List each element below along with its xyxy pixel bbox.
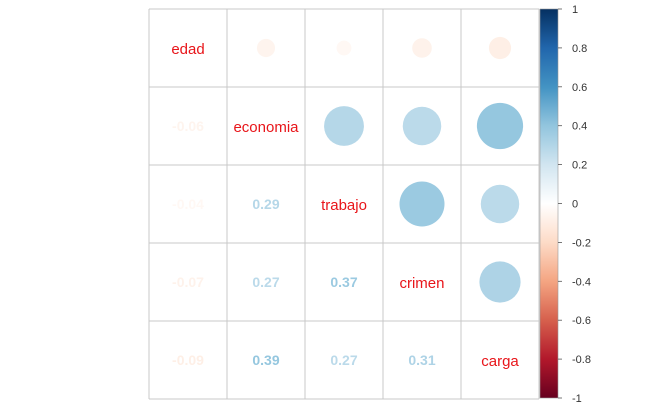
colorbar-tick-label: -0.8 — [572, 354, 591, 366]
correlation-value: 0.31 — [408, 352, 435, 368]
correlation-circle — [324, 106, 364, 146]
variable-label: edad — [171, 41, 204, 58]
correlation-value: 0.29 — [252, 196, 279, 212]
correlation-circle — [476, 102, 524, 150]
correlation-value: 0.27 — [252, 274, 279, 290]
matrix-cells: edad -0.06 economia -0.04 0.29 trabajo -0.07 0.… — [171, 36, 524, 370]
variable-label: crimen — [399, 275, 444, 292]
correlation-circle — [479, 261, 521, 303]
colorbar-tick-label: 0.6 — [572, 82, 587, 94]
colorbar-tick-label: 0.2 — [572, 160, 587, 172]
variable-label: trabajo — [321, 197, 367, 214]
correlation-value: -0.09 — [172, 352, 204, 368]
correlation-circle — [402, 106, 442, 146]
correlation-circle — [412, 38, 432, 58]
colorbar-tick-label: 0 — [572, 199, 578, 211]
correlation-value: -0.07 — [172, 274, 204, 290]
correlation-circle — [399, 181, 445, 227]
correlation-circle — [256, 38, 276, 58]
correlation-circle — [480, 184, 520, 224]
colorbar-tick-label: -0.4 — [572, 276, 591, 288]
colorbar-tick-label: 1 — [572, 4, 578, 16]
correlation-circle — [488, 36, 512, 60]
correlation-value: -0.06 — [172, 118, 204, 134]
colorbar-gradient — [539, 8, 559, 399]
colorbar: 1 0.8 0.6 0.4 0.2 0 -0.2 -0.4 -0.6 -0.8 -1 — [539, 4, 591, 405]
colorbar-tick-label: -0.2 — [572, 237, 591, 249]
correlation-value: 0.39 — [252, 352, 279, 368]
colorbar-tick-label: -0.6 — [572, 315, 591, 327]
correlation-circle — [336, 40, 352, 56]
colorbar-tick-label: 0.4 — [572, 121, 587, 133]
correlation-value: -0.04 — [172, 196, 204, 212]
matrix-grid — [148, 8, 540, 400]
colorbar-tick-label: 0.8 — [572, 43, 587, 55]
variable-label: economia — [233, 119, 299, 136]
correlation-value: 0.37 — [330, 274, 357, 290]
correlation-value: 0.27 — [330, 352, 357, 368]
variable-label: carga — [481, 353, 519, 370]
colorbar-tick-label: -1 — [572, 393, 582, 405]
